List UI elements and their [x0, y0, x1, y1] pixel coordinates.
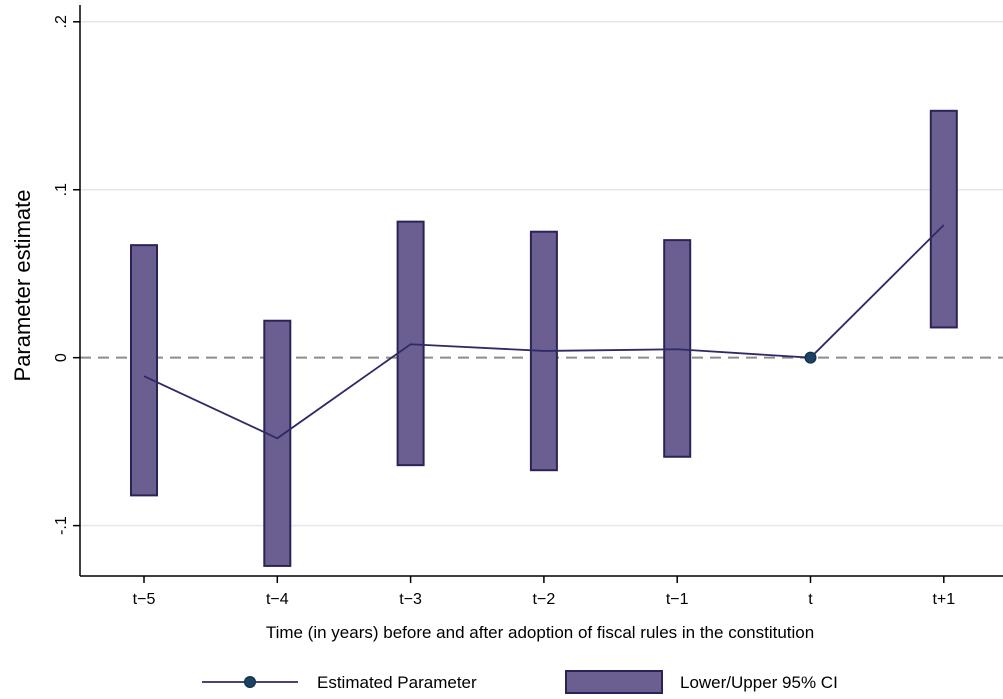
y-ticks: .2 .1 0 -.1 [53, 15, 80, 535]
y-tick-label: .2 [53, 15, 70, 28]
estimate-marker [804, 351, 817, 364]
x-tick-label: t−3 [399, 591, 422, 608]
y-tick-label: 0 [53, 353, 70, 362]
estimate-line-group [143, 224, 945, 440]
ci-bar [263, 319, 292, 567]
y-axis-title: Parameter estimate [10, 190, 35, 382]
legend-bar-swatch [565, 670, 663, 694]
x-tick-label: t+1 [932, 591, 955, 608]
x-tick-label: t−5 [133, 591, 156, 608]
axes [79, 5, 1003, 577]
legend-label-ci: Lower/Upper 95% CI [680, 673, 838, 692]
x-ticks: t−5 t−4 t−3 t−2 t−1 t t+1 [133, 576, 955, 608]
y-tick-label: .1 [53, 183, 70, 196]
ci-bar [929, 109, 958, 329]
x-axis-title: Time (in years) before and after adoptio… [266, 623, 814, 642]
legend: Estimated Parameter Lower/Upper 95% CI [202, 670, 838, 694]
x-tick-label: t [808, 591, 813, 608]
x-tick-label: t−1 [666, 591, 689, 608]
legend-label-estimated-parameter: Estimated Parameter [317, 673, 477, 692]
x-tick-label: t−4 [266, 591, 289, 608]
y-tick-label: -.1 [53, 516, 70, 535]
x-tick-label: t−2 [533, 591, 556, 608]
ci-bar [130, 244, 158, 497]
legend-marker-swatch [244, 676, 256, 688]
grid-lines [80, 21, 1003, 527]
ci-bars [130, 109, 958, 567]
